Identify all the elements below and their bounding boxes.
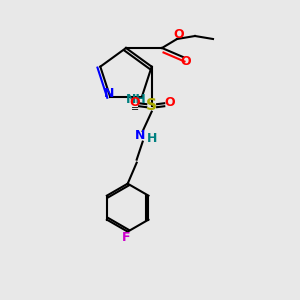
Text: O: O — [181, 55, 191, 68]
Text: N: N — [134, 129, 145, 142]
Text: S: S — [146, 98, 157, 113]
Text: O: O — [164, 96, 175, 109]
Text: NH: NH — [125, 93, 146, 106]
Text: O: O — [173, 28, 184, 41]
Text: H: H — [146, 132, 157, 145]
Text: O: O — [130, 96, 140, 109]
Text: F: F — [122, 231, 130, 244]
Text: =: = — [131, 104, 139, 114]
Text: N: N — [103, 87, 114, 100]
